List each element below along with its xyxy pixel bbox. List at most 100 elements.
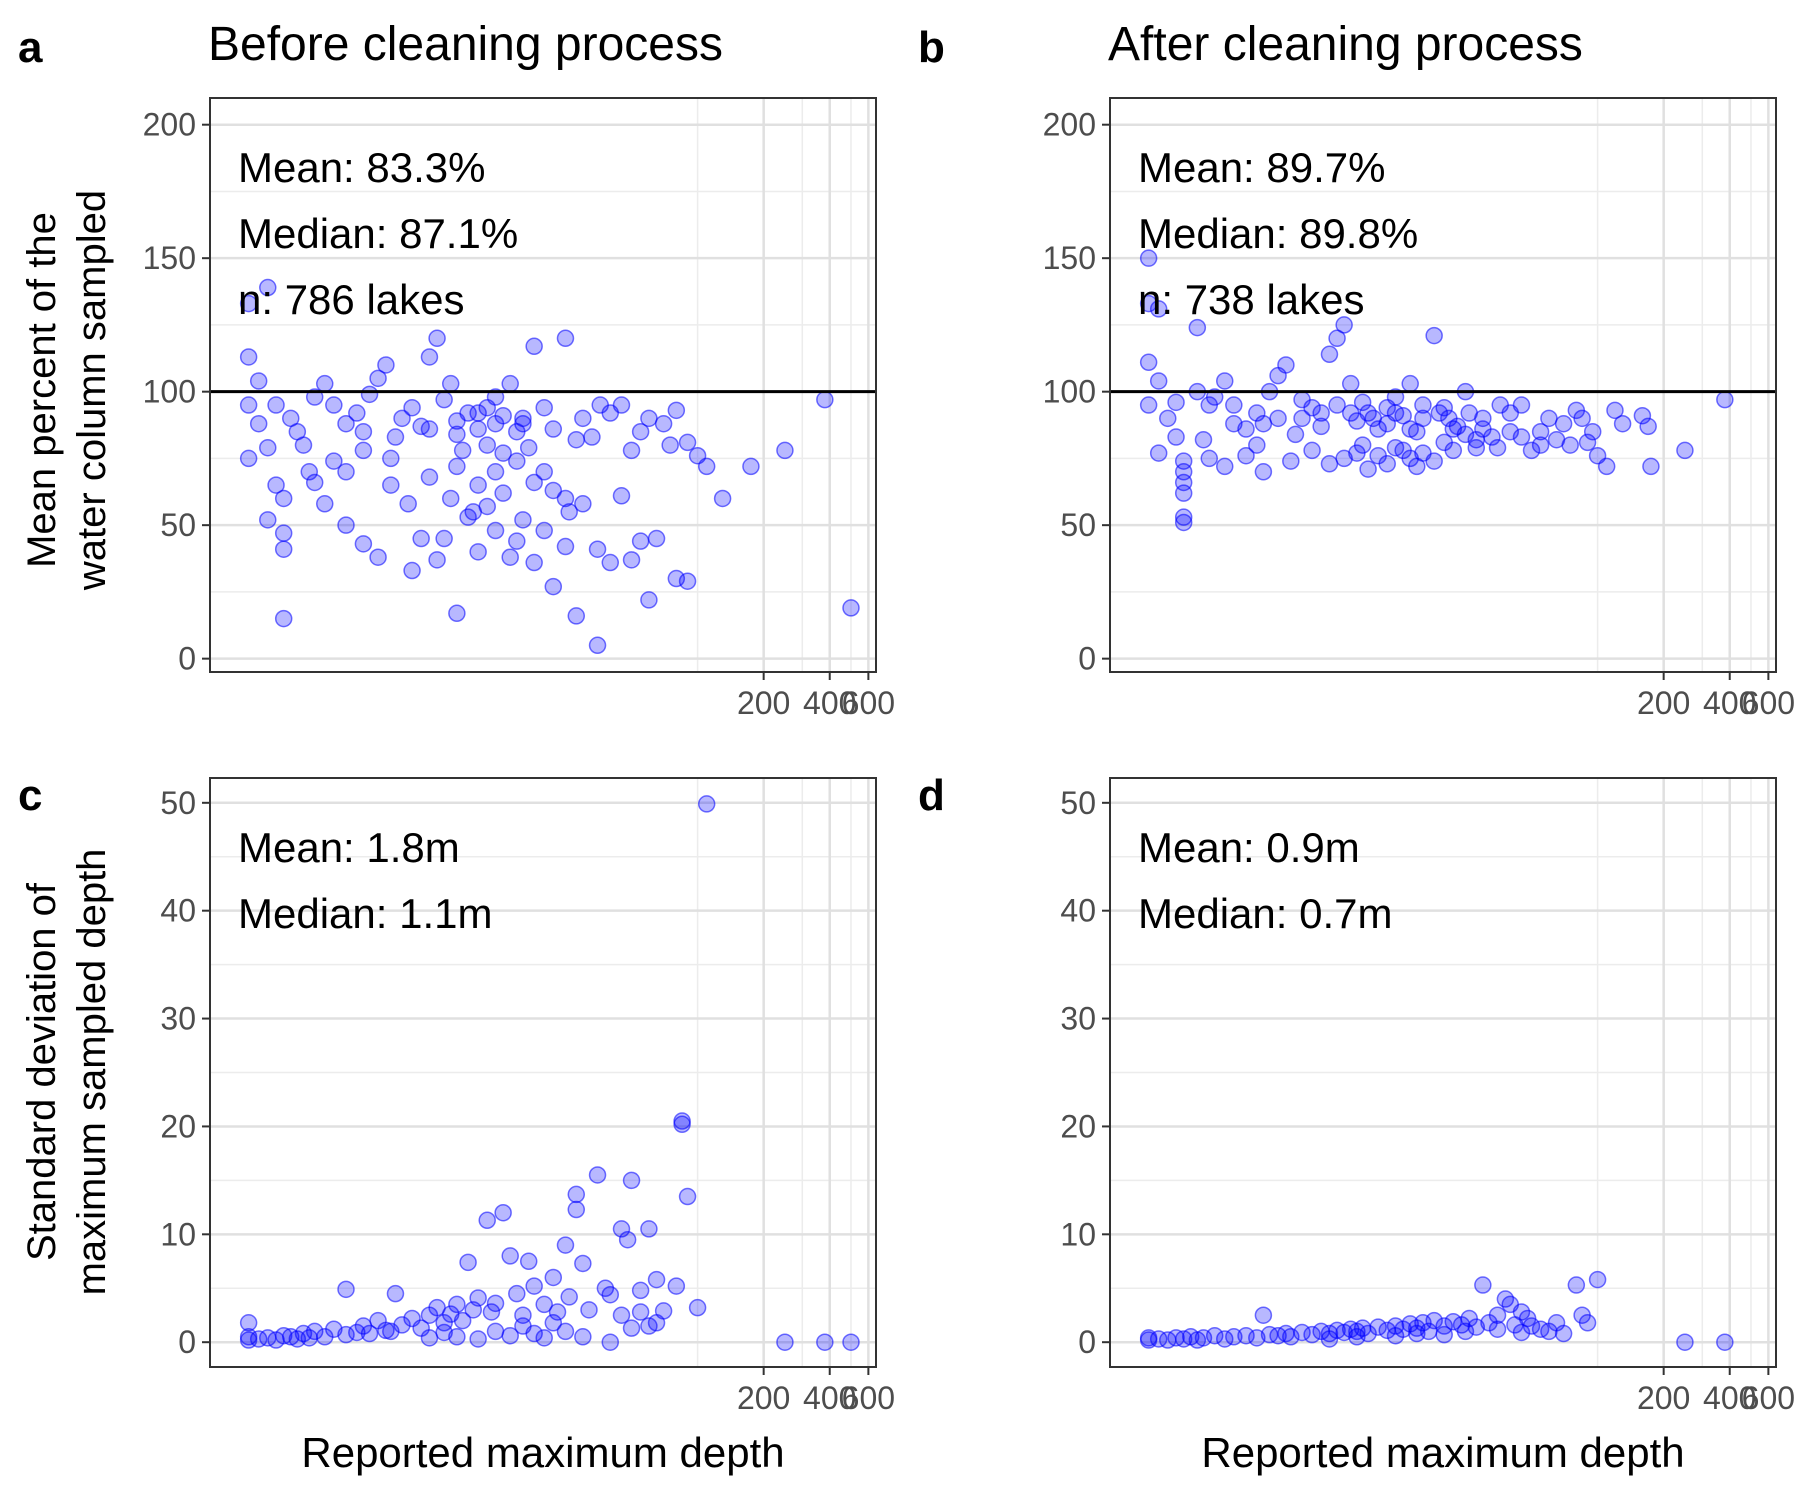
data-point [453,1311,472,1330]
data-point [469,1330,487,1348]
data-point [1174,508,1193,526]
y-tick-label: 50 [1060,785,1096,821]
data-point [776,1333,794,1351]
y-tick-label: 10 [160,1216,196,1252]
data-point [525,1324,543,1343]
data-point [386,1284,405,1303]
x-tick-label: 200 [737,685,790,721]
data-point [403,398,421,417]
data-point [544,1314,563,1332]
data-point [486,1294,505,1313]
x-tick-label: 600 [842,1380,895,1416]
data-point [1467,438,1486,457]
data-point [631,1281,650,1300]
data-point [267,396,285,414]
data-point [469,420,487,438]
data-point [560,503,578,521]
data-point [259,278,277,297]
y-axis-label-bottom: Standard deviation of maximum sampled de… [20,849,114,1296]
panel-letter-d: d [918,771,945,820]
y-tick-label: 20 [160,1108,196,1144]
y-tick-label: 0 [1078,641,1096,677]
data-point [259,511,277,529]
data-point [574,495,592,513]
data-point [1335,316,1353,334]
data-point [1522,1317,1541,1335]
data-point [647,529,666,548]
data-point [556,1322,575,1341]
data-point [448,457,466,476]
stat-annotation: n: 738 lakes [1138,276,1365,323]
data-point [435,390,453,409]
x-tick-label: 600 [1742,1380,1795,1416]
data-point [776,441,794,460]
data-point [501,548,519,566]
y-axis-label-bottom-line1: Standard deviation of [20,882,64,1261]
plot-area [210,98,876,672]
data-point [1328,329,1346,348]
data-point [514,511,532,529]
data-point [588,636,607,655]
y-tick-label: 20 [1060,1108,1096,1144]
data-point [1597,457,1616,476]
data-point [1174,484,1193,502]
data-point [360,385,379,404]
y-axis-label-top-line2: water column sampled [70,190,114,591]
data-point [574,1328,592,1346]
data-point [441,374,460,393]
data-point [501,1247,519,1265]
data-point [448,1328,466,1346]
data-point [337,516,355,534]
data-point [1456,1322,1475,1341]
y-tick-label: 50 [160,507,196,543]
data-point [1444,441,1463,460]
data-point [1348,444,1366,462]
data-point [508,532,526,550]
data-point [249,414,268,433]
data-point [697,457,716,476]
data-point [1430,404,1449,422]
data-point [1312,417,1330,436]
data-point [588,1166,607,1184]
data-point [1225,414,1243,433]
data-point [1200,396,1219,414]
data-point [494,1203,512,1222]
data-point [514,414,532,433]
data-point [535,1295,553,1314]
data-point [1386,1326,1405,1345]
data-point [622,441,641,460]
data-point [631,422,650,441]
data-point [612,1306,631,1324]
plot-area [1110,98,1776,672]
data-point [315,374,334,393]
data-point [1353,393,1372,412]
data-point [640,1220,658,1238]
data-point [1167,393,1185,412]
data-point [1237,1326,1255,1345]
data-point [1248,1329,1266,1347]
data-point [448,1295,466,1314]
data-point [678,572,697,590]
data-point [574,409,592,428]
data-point [1512,396,1531,414]
data-point [1573,409,1591,428]
data-point [354,535,373,553]
data-point [428,551,446,569]
data-point [556,1236,575,1254]
data-point [1303,441,1321,460]
data-point [1540,409,1558,428]
data-point [661,436,679,454]
x-axis-label-d: Reported maximum depth [1201,1429,1684,1476]
data-point [1716,390,1734,409]
data-point [501,374,519,393]
data-point [1328,396,1346,414]
y-tick-label: 0 [178,641,196,677]
data-point [640,591,658,609]
y-tick-label: 0 [1078,1324,1096,1360]
data-point [1149,1330,1168,1348]
data-point [305,473,324,492]
data-point [688,1298,707,1317]
data-point [428,329,446,348]
data-point [1676,1333,1694,1351]
